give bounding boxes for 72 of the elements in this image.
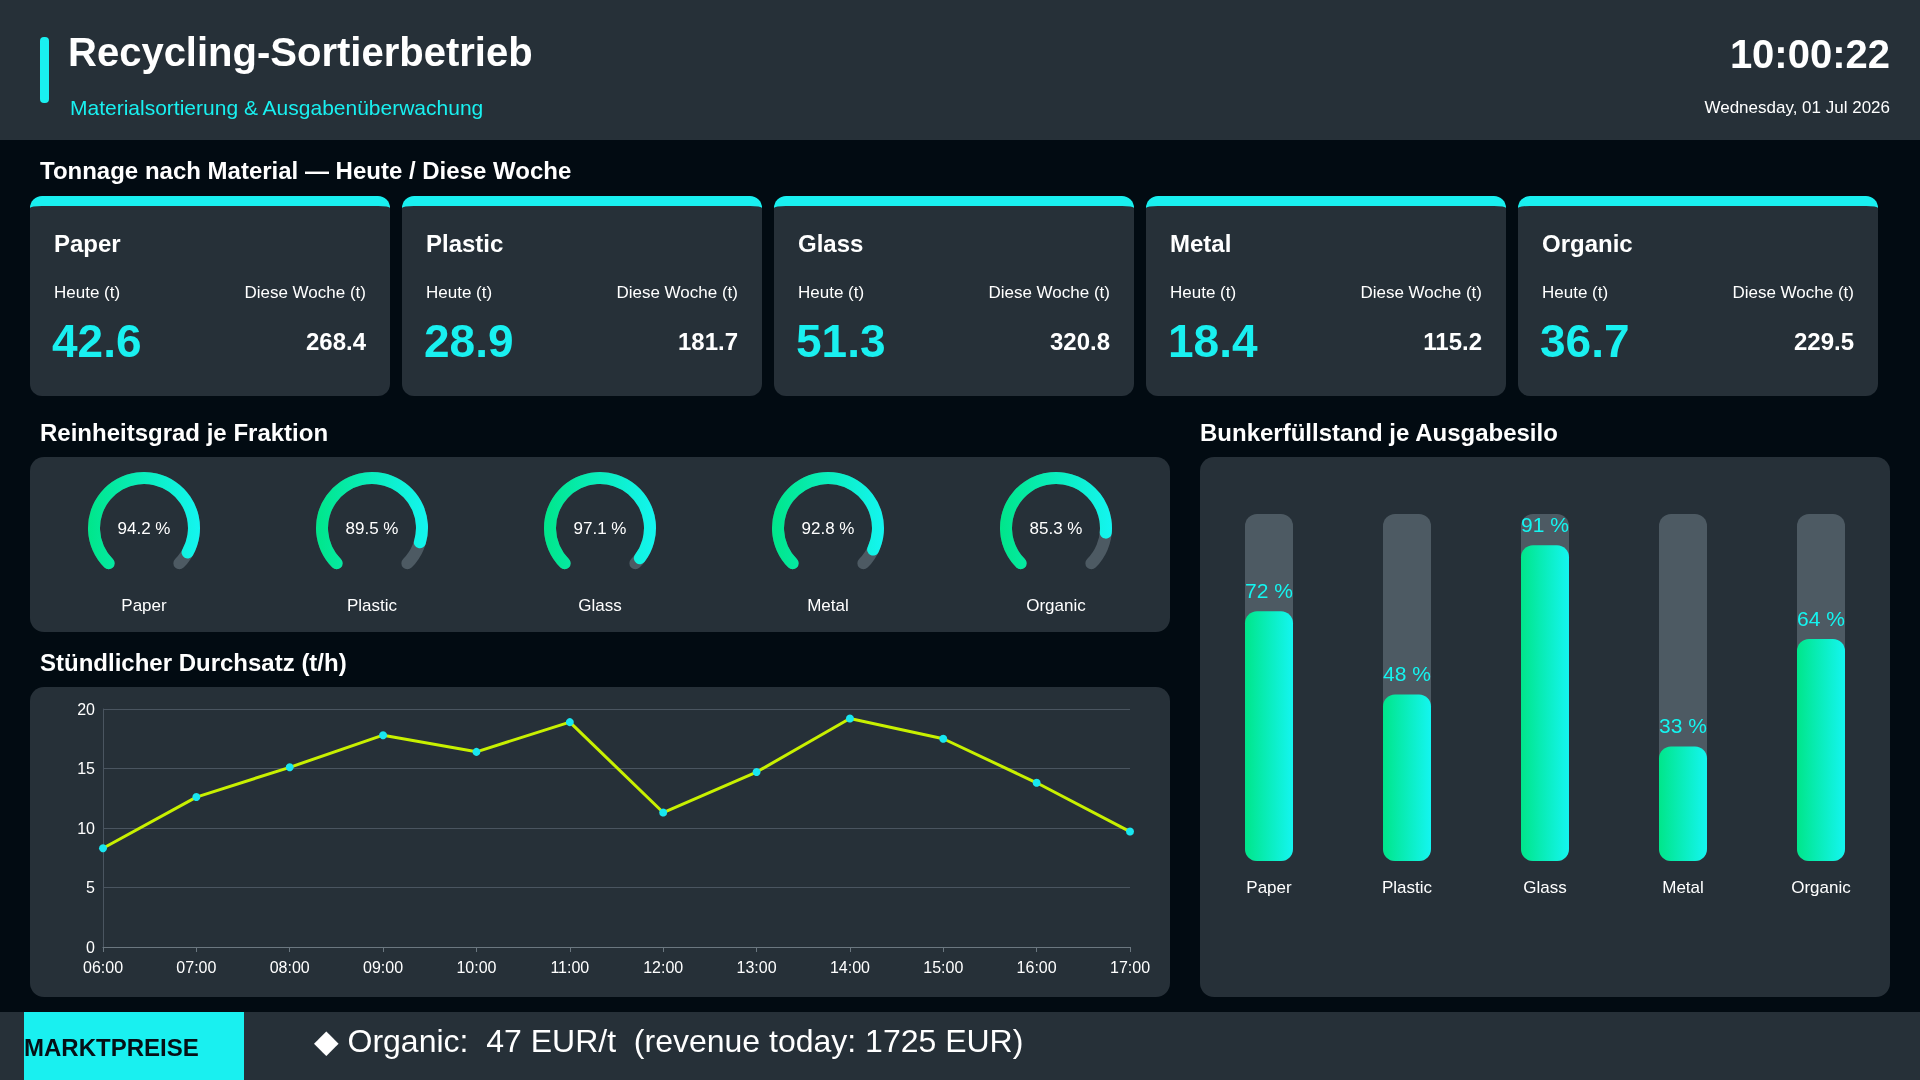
x-tick-label: Glass — [1523, 878, 1567, 897]
data-label: 91 % — [1521, 513, 1569, 537]
data-label: 94.2 % — [117, 518, 171, 538]
text: 320.8 — [1049, 328, 1110, 356]
text: Tonnage nach Material — Heute / Diese Woche — [40, 157, 572, 185]
category-label: Metal — [807, 595, 849, 615]
y-tick-label: 5 — [86, 879, 96, 896]
y-tick-label: 0 — [86, 938, 96, 956]
data-label: 72 % — [1245, 579, 1293, 603]
text: 36.7 — [1540, 314, 1630, 368]
text: 42.6 — [52, 314, 142, 368]
x-tick-label: 13:00 — [736, 958, 777, 976]
text: 268.4 — [305, 328, 366, 356]
text: 28.9 — [424, 314, 514, 368]
y-tick-label: 20 — [77, 700, 96, 718]
x-tick-label: Organic — [1791, 878, 1852, 897]
text: ◆ Organic: 47 EUR/t (revenue today: 1725 EUR) — [314, 1022, 1024, 1060]
x-tick-label: 17:00 — [1109, 958, 1151, 976]
category-label: Glass — [578, 595, 622, 615]
text: Organic — [1542, 230, 1633, 258]
text: Heute (t) — [1170, 283, 1237, 303]
x-tick-label: 07:00 — [176, 958, 217, 976]
text: Diese Woche (t) — [988, 283, 1110, 303]
x-tick-label: 10:00 — [456, 958, 497, 976]
text: Heute (t) — [426, 283, 493, 303]
data-label: 33 % — [1659, 714, 1707, 738]
text: Reinheitsgrad je Fraktion — [40, 419, 329, 447]
text: MARKTPREISE — [24, 1012, 244, 1080]
text: Heute (t) — [54, 283, 121, 303]
text: 51.3 — [796, 314, 886, 368]
text: Diese Woche (t) — [244, 283, 366, 303]
x-tick-label: 14:00 — [829, 958, 871, 976]
text: 229.5 — [1793, 328, 1854, 356]
text: Materialsortierung & Ausgabenüberwachung — [70, 96, 484, 120]
text: Glass — [798, 230, 864, 258]
x-tick-label: 16:00 — [1016, 958, 1057, 976]
category-label: Plastic — [346, 595, 398, 615]
text: Heute (t) — [798, 283, 865, 303]
data-label: 85.3 % — [1029, 518, 1083, 538]
text: 10:00:22 — [1729, 32, 1890, 77]
y-tick-label: 10 — [77, 819, 96, 837]
data-label: 89.5 % — [345, 518, 399, 538]
text: Diese Woche (t) — [1732, 283, 1854, 303]
x-tick-label: 11:00 — [550, 958, 590, 976]
x-tick-label: 08:00 — [269, 958, 310, 976]
text: Plastic — [426, 230, 504, 258]
data-label: 97.1 % — [573, 518, 627, 538]
text: Heute (t) — [1542, 283, 1609, 303]
x-tick-label: 06:00 — [82, 958, 124, 976]
data-label: 64 % — [1797, 606, 1845, 630]
x-tick-label: 15:00 — [923, 958, 964, 976]
x-tick-label: Paper — [1246, 878, 1293, 897]
text: Diese Woche (t) — [1360, 283, 1482, 303]
text: Paper — [54, 230, 121, 258]
category-label: Organic — [1026, 595, 1087, 615]
text: 115.2 — [1423, 328, 1482, 356]
chart-title: Bunkerfüllstand je Ausgabesilo — [1200, 419, 1558, 447]
text: Diese Woche (t) — [616, 283, 738, 303]
x-tick-label: 09:00 — [363, 958, 404, 976]
data-label: 92.8 % — [801, 518, 855, 538]
text: Recycling-Sortierbetrieb — [68, 30, 533, 75]
x-tick-label: 12:00 — [643, 958, 684, 976]
text: 18.4 — [1168, 314, 1258, 368]
data-label: 48 % — [1383, 662, 1431, 686]
text: Metal — [1170, 230, 1232, 258]
chart-title: Stündlicher Durchsatz (t/h) — [40, 649, 347, 677]
text: Wednesday, 01 Jul 2026 — [1704, 98, 1890, 118]
text: 181.7 — [677, 328, 738, 356]
y-tick-label: 15 — [77, 760, 96, 777]
x-tick-label: Plastic — [1381, 878, 1433, 897]
x-tick-label: Metal — [1662, 878, 1704, 897]
category-label: Paper — [121, 595, 168, 615]
